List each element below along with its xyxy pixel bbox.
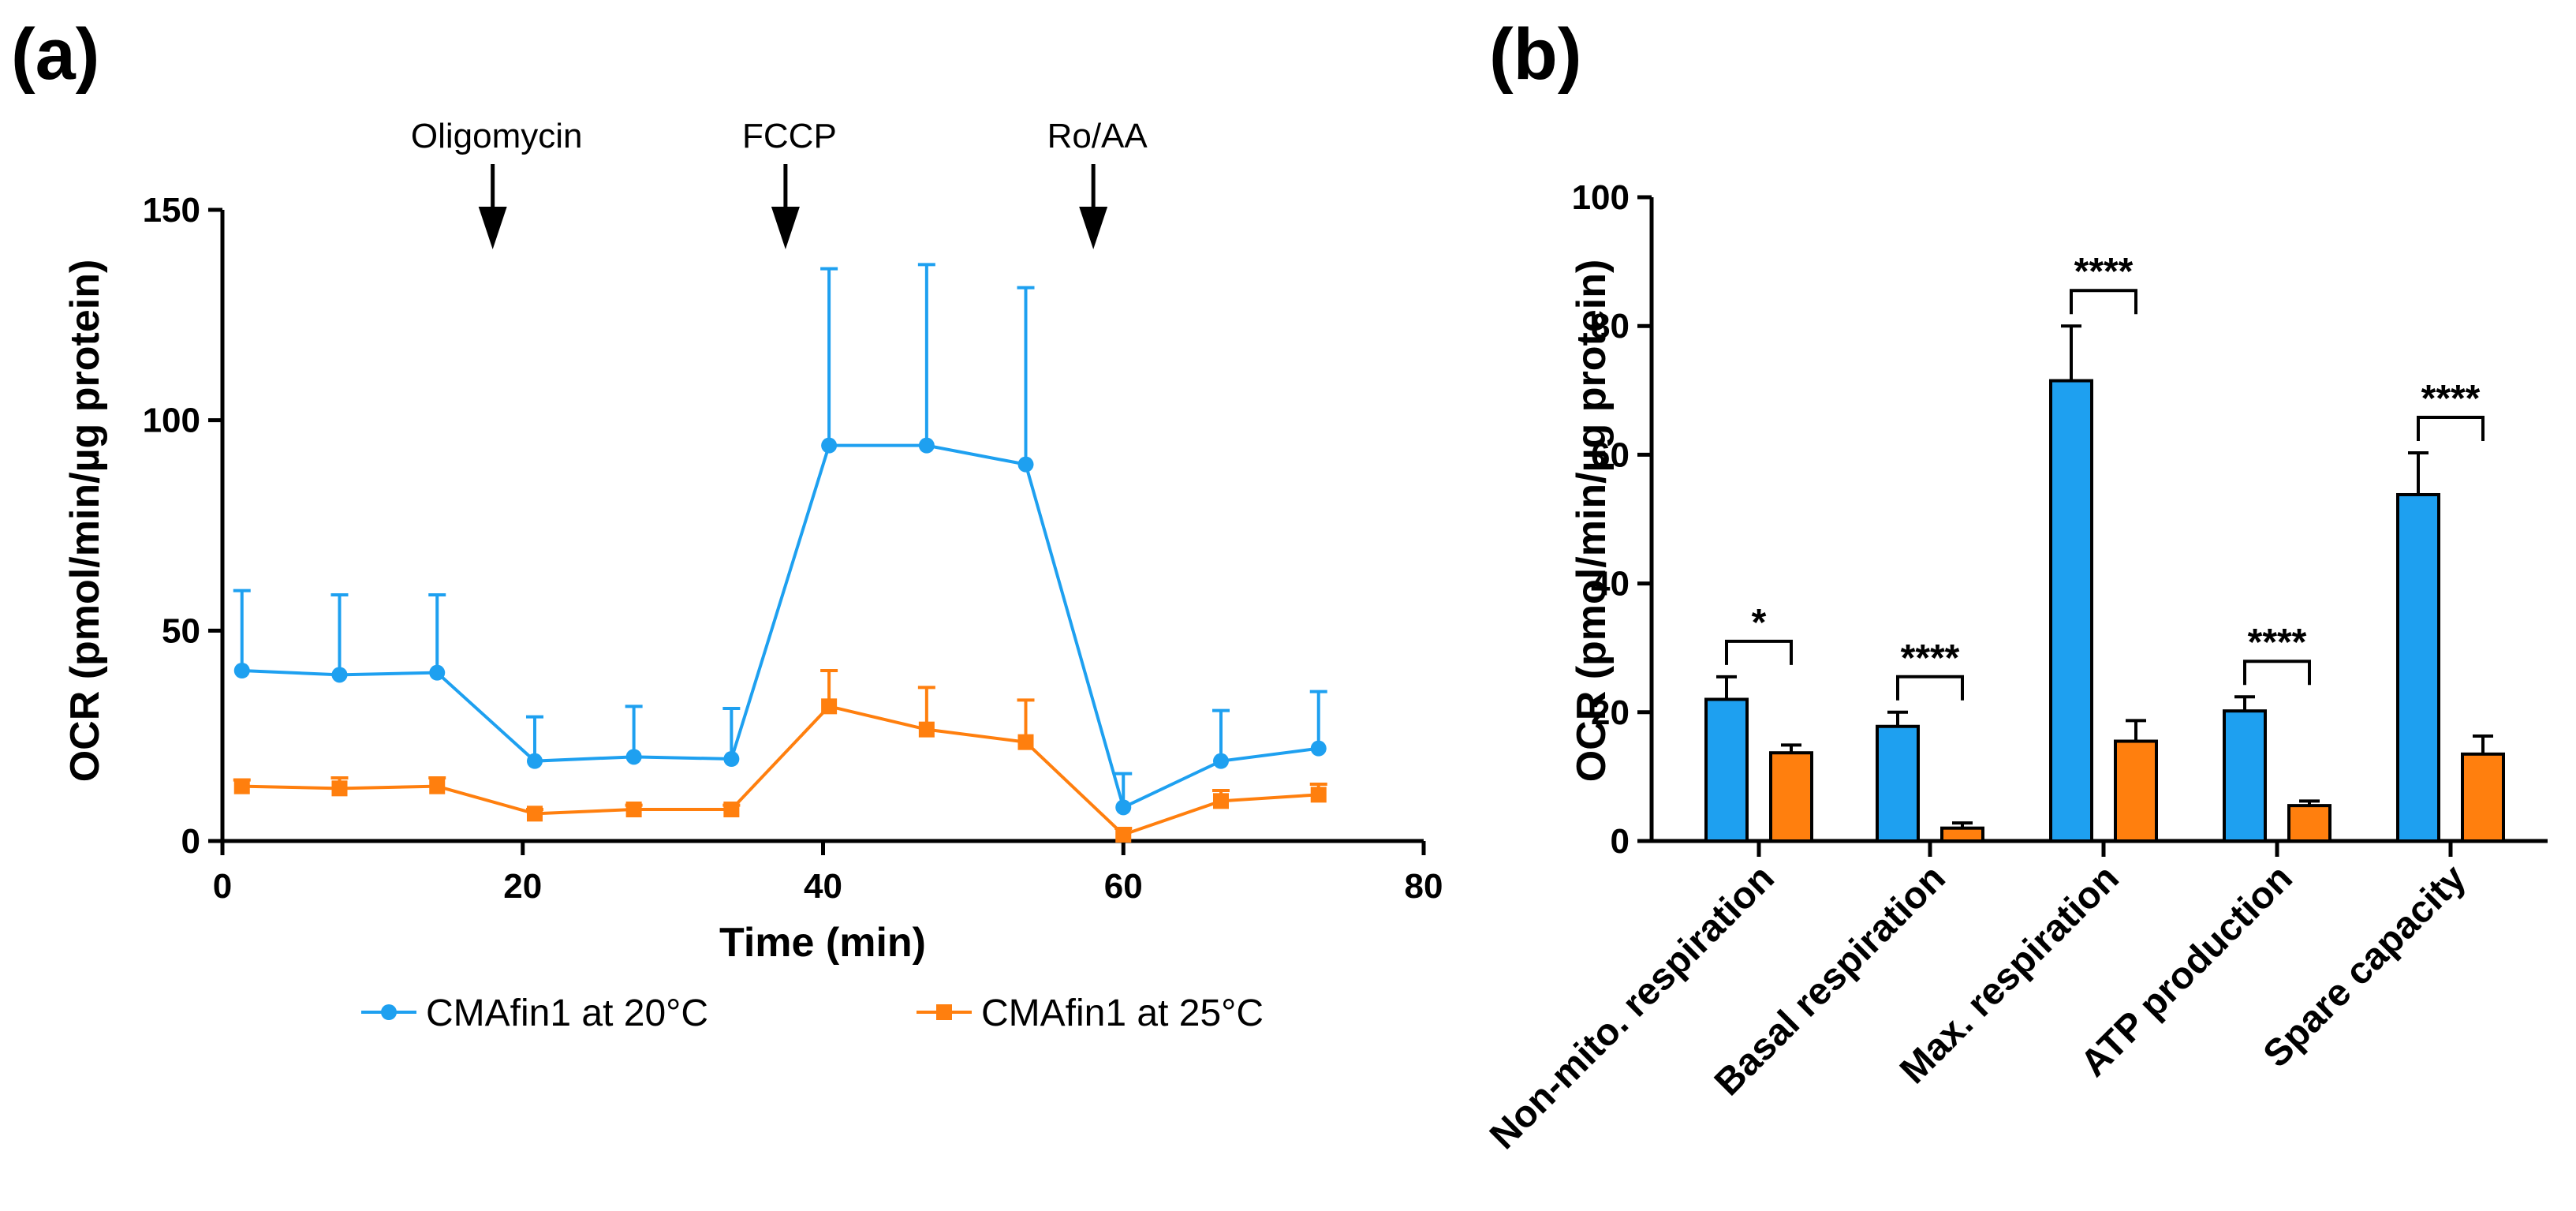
chart-b-bar-group-blue: [2396, 450, 2440, 843]
chart-b-significance-bracket: [1725, 639, 1793, 665]
chart-b-bar: [1704, 697, 1749, 843]
chart-b-significance-label: ****: [1901, 637, 1960, 679]
chart-b-bar-group-blue: [2223, 695, 2267, 843]
chart-b-bar: [1876, 724, 1920, 843]
chart-a-data-point: [331, 780, 348, 797]
chart-a-data-point: [1212, 793, 1229, 809]
chart-a-data-point: [1017, 734, 1034, 750]
chart-a-legend-marker: [936, 1004, 952, 1020]
chart-a-data-point: [1115, 827, 1132, 843]
chart-a-series-blue: [233, 263, 1327, 816]
chart-b-significance-bracket: [2070, 289, 2137, 315]
chart-b-significance: ****: [1896, 637, 1964, 701]
chart-a-data-point: [233, 778, 250, 794]
chart-b-bar-group-blue: [2049, 324, 2093, 843]
panel-b-label: (b): [1489, 14, 1581, 95]
chart-a-series-line: [241, 705, 1319, 837]
chart-b-bar: [2114, 739, 2158, 843]
chart-a-x-tick-label: 60: [1104, 867, 1143, 906]
chart-b-significance-label: ****: [2421, 378, 2481, 420]
chart-a-x-tick-label: 0: [213, 867, 232, 906]
chart-b-bar: [2461, 752, 2505, 843]
chart-b-bar: [1940, 826, 1984, 843]
chart-b-bar: [2049, 379, 2093, 843]
chart-b-significance-label: *: [1752, 602, 1767, 644]
chart-b-bar-group-blue: [1704, 675, 1749, 843]
chart-b-y-tick-label: 20: [1591, 693, 1630, 732]
chart-a-y-tick-label: 50: [162, 611, 200, 650]
chart-b-significance-label: ****: [2248, 622, 2307, 663]
chart-a-annotation-arrow-head: [478, 207, 507, 249]
chart-a-x-axis-title: Time (min): [719, 920, 926, 966]
chart-a-data-point: [918, 721, 935, 738]
chart-a-data-point: [1310, 787, 1327, 803]
chart-b-significance: ****: [2417, 378, 2485, 441]
chart-b-y-tick-label: 60: [1591, 435, 1630, 474]
chart-a-y-tick-label: 100: [143, 402, 200, 440]
chart-a-data-point: [1115, 799, 1132, 816]
chart-b-bar-group-orange: [2287, 799, 2331, 843]
chart-b-bar: [2223, 709, 2267, 843]
chart-a-data-point: [918, 437, 935, 454]
chart-a-data-point: [1310, 740, 1327, 757]
chart-b-significance: *: [1725, 602, 1793, 665]
chart-a-legend-marker: [381, 1004, 397, 1020]
chart-a-data-point: [526, 753, 543, 769]
chart-a-data-point: [1017, 456, 1034, 473]
chart-a-x-tick-label: 40: [804, 867, 842, 906]
chart-b-bar-group-orange: [2461, 734, 2505, 843]
chart-b-y-tick-label: 100: [1572, 178, 1630, 217]
chart-b-bar: [2396, 492, 2440, 843]
chart-b-category-label: Non-mito. respiration: [1482, 857, 1783, 1157]
chart-a-y-axis-title: OCR (pmol/min/µg protein): [62, 260, 108, 783]
chart-a-annotation-label: Ro/AA: [1047, 117, 1148, 155]
chart-b-y-axis-title: OCR (pmol/min/µg protein): [1569, 260, 1615, 783]
chart-a-series-line: [241, 443, 1319, 810]
chart-a-data-point: [625, 802, 642, 817]
chart-a-legend-label: CMAfin1 at 25°C: [981, 992, 1264, 1034]
chart-b-bar-group-orange: [1940, 821, 1984, 843]
chart-a-data-point: [723, 751, 740, 767]
chart-a-data-point: [429, 778, 446, 794]
chart-b-significance-label: ****: [2074, 251, 2134, 293]
chart-b-y-tick-label: 40: [1591, 565, 1630, 604]
chart-b-significance-bracket: [2243, 660, 2311, 686]
chart-a-data-point: [625, 749, 642, 765]
chart-b-bar-group-blue: [1876, 710, 1920, 843]
chart-a-annotation-label: FCCP: [742, 117, 837, 155]
chart-a-annotation-arrow-head: [1079, 207, 1108, 249]
chart-a-x-tick-label: 80: [1405, 867, 1443, 906]
chart-b-bar: [1769, 751, 1813, 843]
chart-b-bar: [2287, 804, 2331, 843]
chart-a-data-point: [1212, 753, 1229, 769]
chart-a-data-point: [233, 663, 250, 678]
chart-a-annotation-label: Oligomycin: [411, 117, 583, 155]
chart-b-y-tick-label: 80: [1591, 307, 1630, 346]
chart-a-y-tick-label: 150: [143, 191, 200, 230]
chart-a-data-point: [723, 802, 740, 817]
panel-a-label: (a): [11, 14, 99, 95]
chart-a-annotation-arrow-head: [771, 207, 800, 249]
chart-b-bar-group-orange: [1769, 743, 1813, 843]
chart-a-data-point: [331, 667, 348, 683]
chart-a-series-orange: [233, 669, 1327, 843]
chart-a-data-point: [821, 437, 838, 454]
chart-a-data-point: [429, 664, 446, 681]
chart-b-significance: ****: [2243, 622, 2311, 686]
chart-a-data-point: [526, 805, 543, 822]
chart-a: 0 50 100 150 0 20 40 60 80 Oligomycin FCCP Ro/AA C…: [62, 117, 1443, 1034]
chart-b-significance: ****: [2070, 251, 2137, 315]
chart-a-y-tick-label: 0: [181, 822, 200, 861]
chart-a-x-tick-label: 20: [503, 867, 542, 906]
chart-a-data-point: [821, 698, 838, 715]
chart-a-legend-label: CMAfin1 at 20°C: [426, 992, 708, 1034]
chart-b-significance-bracket: [1896, 675, 1964, 701]
chart-b-significance-bracket: [2417, 415, 2485, 441]
chart-a-legend-item: CMAfin1 at 20°C: [361, 992, 708, 1034]
chart-a-legend-item: CMAfin1 at 25°C: [917, 992, 1264, 1034]
chart-b-y-tick-label: 0: [1611, 822, 1630, 861]
chart-b-bar-group-orange: [2114, 719, 2158, 843]
